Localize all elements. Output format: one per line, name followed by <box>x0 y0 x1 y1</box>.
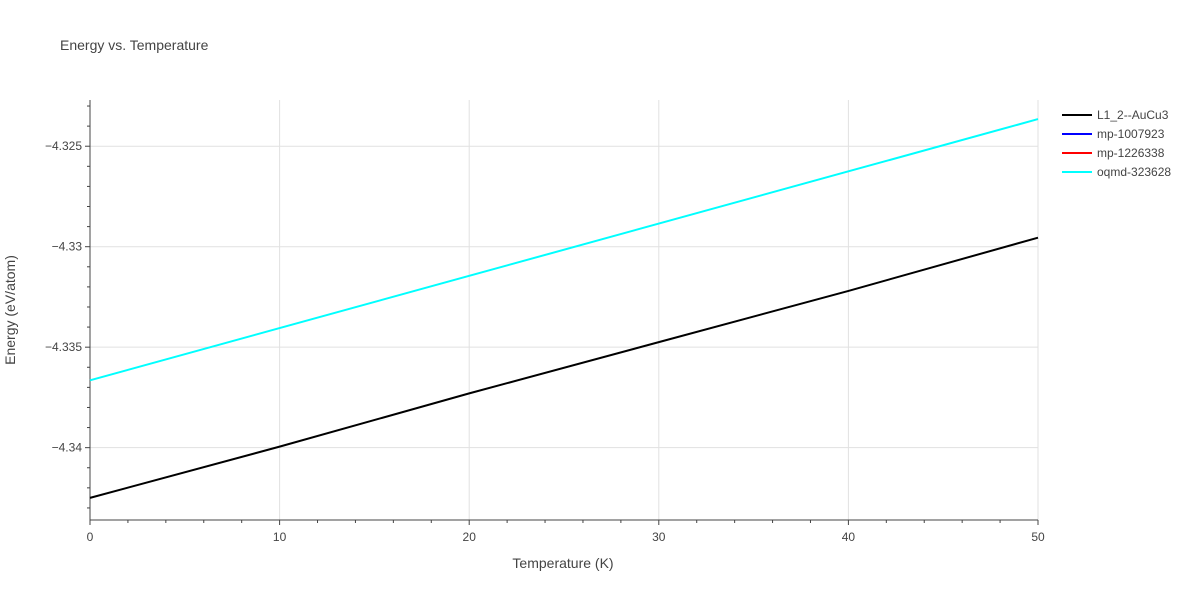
series-layer <box>89 118 1039 499</box>
y-tick-label: −4.33 <box>52 240 83 254</box>
x-tick-label: 10 <box>273 530 287 544</box>
x-tick-label: 0 <box>87 530 94 544</box>
legend-item[interactable]: mp-1007923 <box>1062 127 1165 141</box>
x-tick-label: 50 <box>1031 530 1045 544</box>
grid-layer <box>90 100 1039 520</box>
legend-label: L1_2--AuCu3 <box>1097 108 1169 122</box>
x-tick-label: 20 <box>463 530 477 544</box>
chart-title: Energy vs. Temperature <box>60 37 209 53</box>
series-line-l1-2-aucu3 <box>89 236 1039 499</box>
legend-label: mp-1226338 <box>1097 146 1165 160</box>
axis-layer: 0 10 20 30 40 50 −4.34 −4.335 −4.33 −4.325 <box>45 100 1045 544</box>
legend-item[interactable]: oqmd-323628 <box>1062 165 1171 179</box>
legend-item[interactable]: L1_2--AuCu3 <box>1062 108 1169 122</box>
x-tick-label: 40 <box>842 530 856 544</box>
y-tick-label: −4.325 <box>45 139 82 153</box>
y-tick-label: −4.34 <box>52 441 83 455</box>
series-line-oqmd-323628 <box>89 118 1039 382</box>
legend-label: oqmd-323628 <box>1097 165 1171 179</box>
legend-item[interactable]: mp-1226338 <box>1062 146 1165 160</box>
y-tick-label: −4.335 <box>45 340 82 354</box>
legend-label: mp-1007923 <box>1097 127 1165 141</box>
x-tick-label: 30 <box>652 530 666 544</box>
y-axis-label: Energy (eV/atom) <box>2 255 18 365</box>
x-axis-label: Temperature (K) <box>512 555 613 571</box>
legend: L1_2--AuCu3 mp-1007923 mp-1226338 oqmd-3236… <box>1062 108 1171 179</box>
